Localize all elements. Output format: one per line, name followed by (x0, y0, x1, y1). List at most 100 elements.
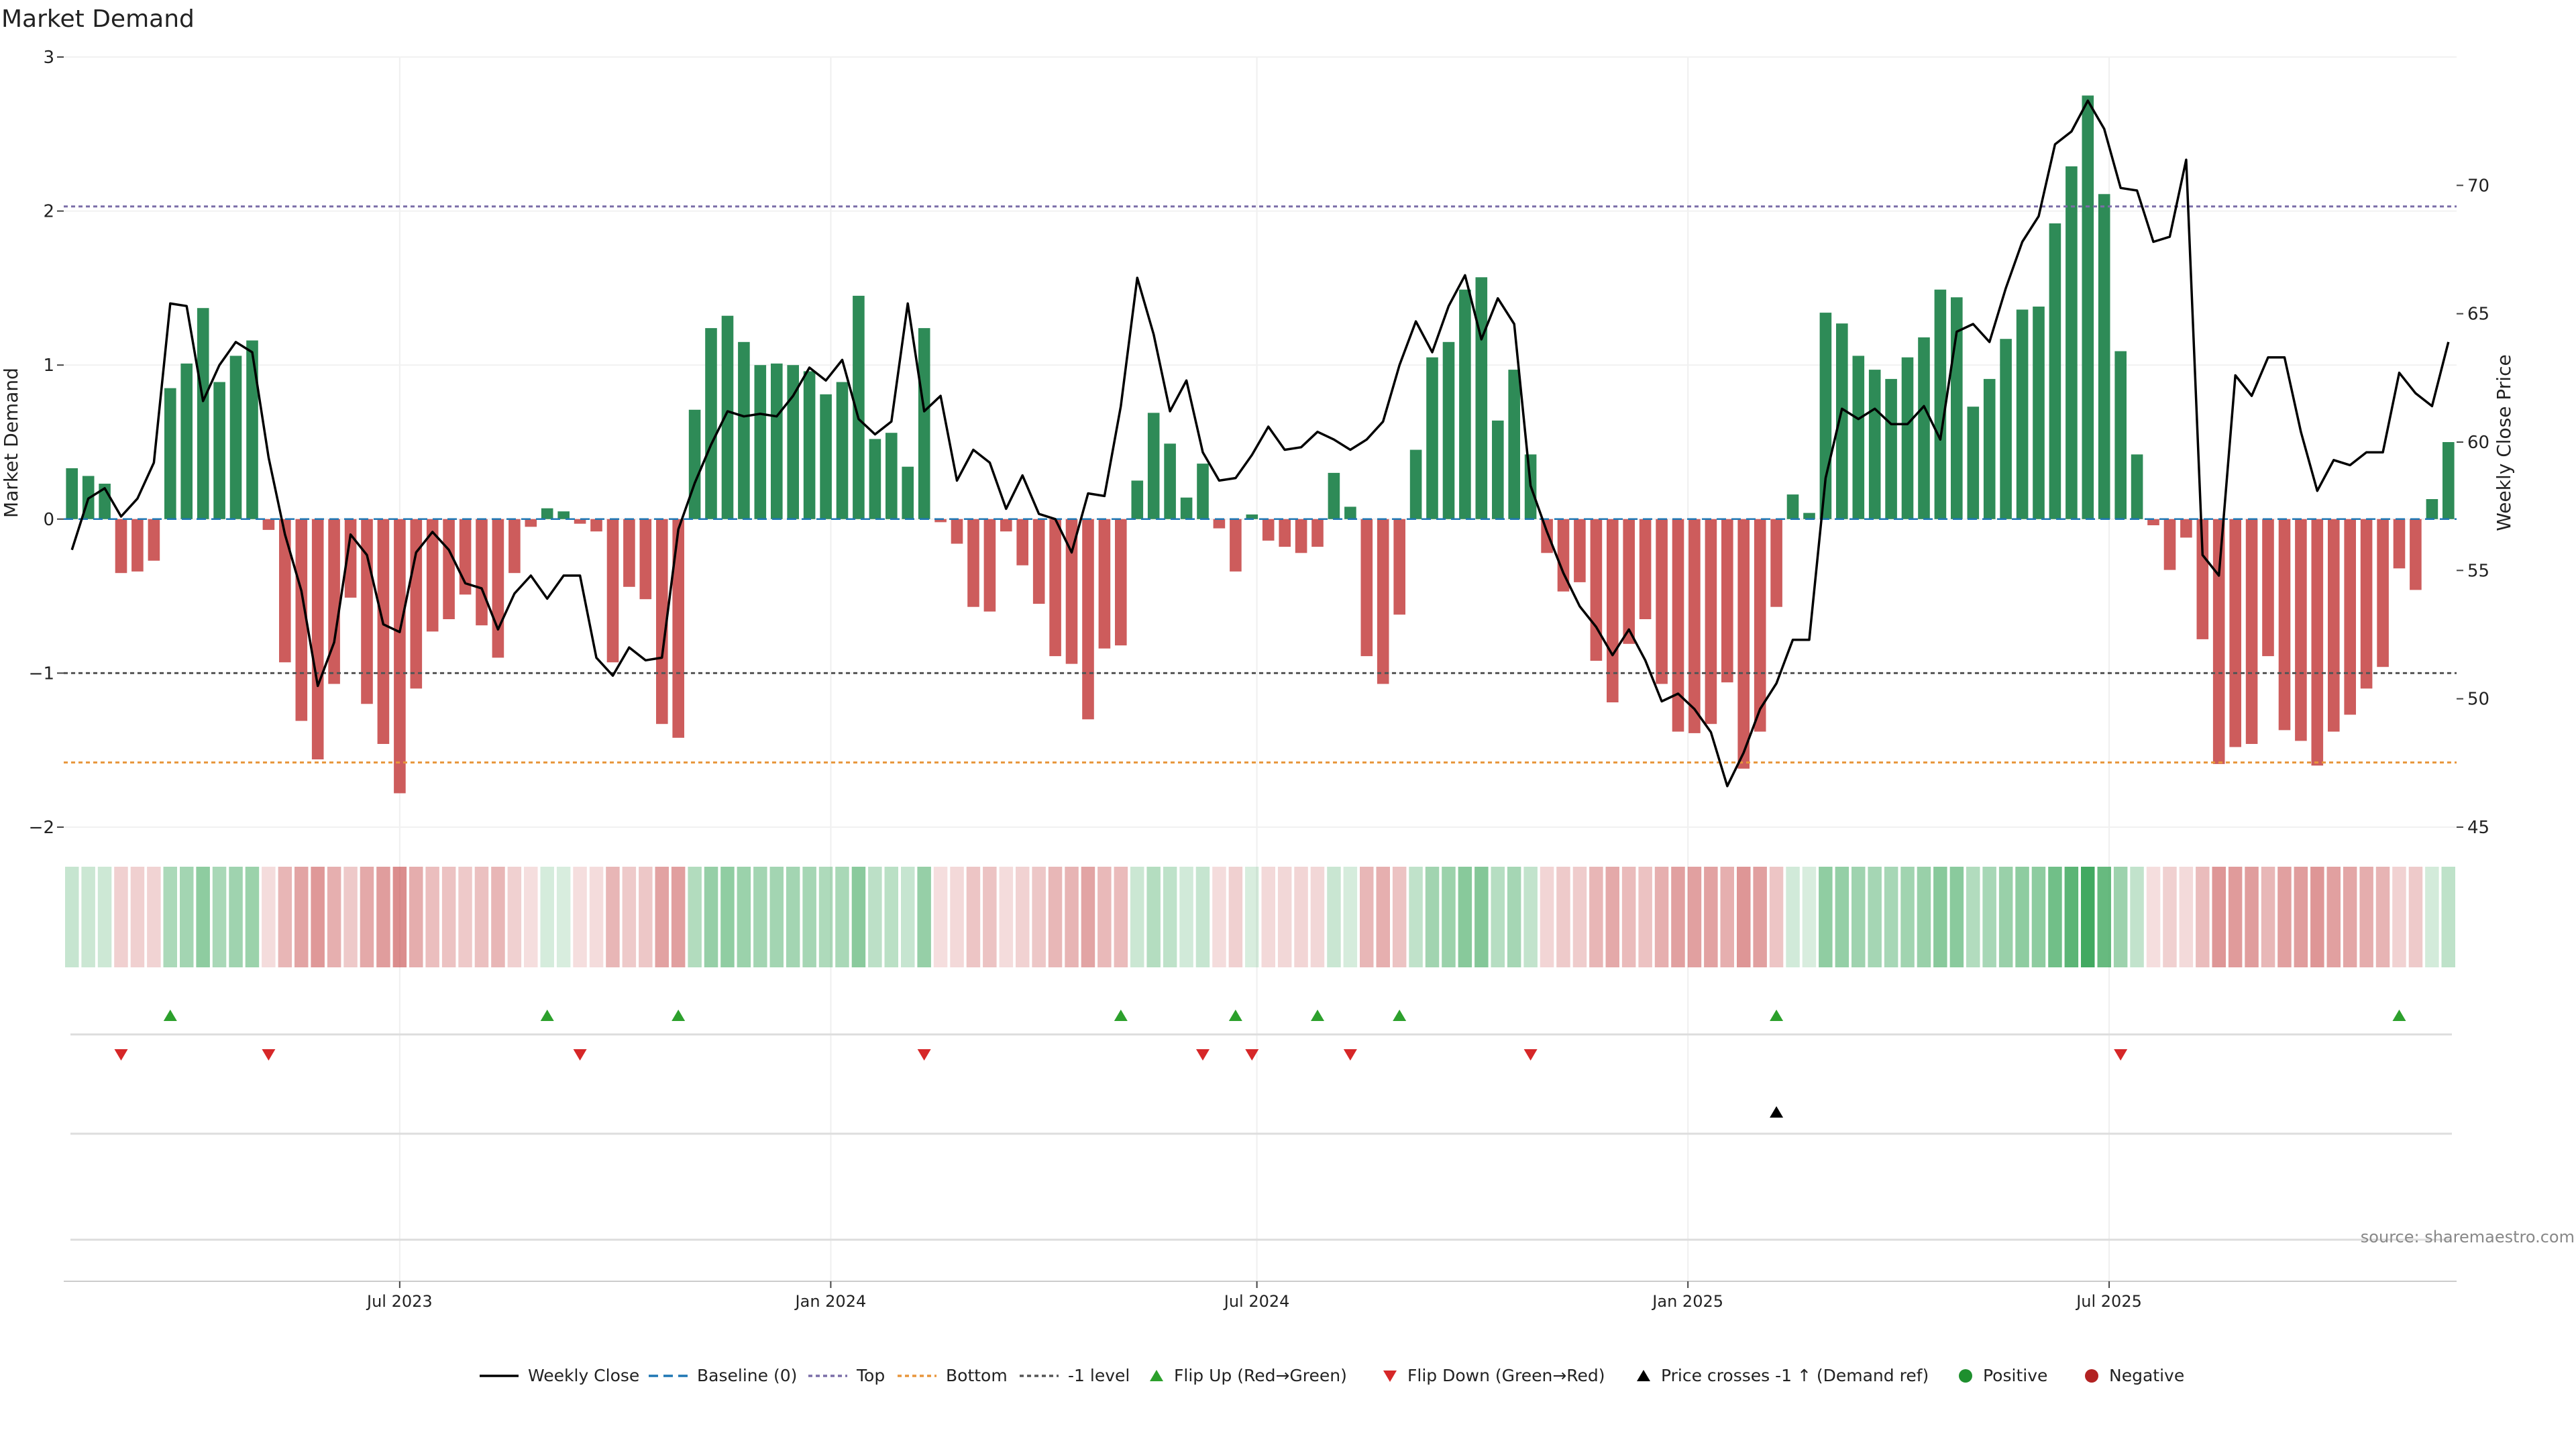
demand-bar (2377, 519, 2389, 667)
heat-cell (2212, 867, 2226, 967)
demand-bar (426, 519, 439, 632)
demand-bar (492, 519, 504, 658)
heat-cell (245, 867, 260, 967)
heat-cell (1572, 867, 1587, 967)
heat-cell (1442, 867, 1456, 967)
demand-bar (279, 519, 291, 663)
flip-up-marker (672, 1010, 686, 1021)
demand-bar (2278, 519, 2291, 731)
heat-cell (1933, 867, 1947, 967)
legend-negative-swatch (2085, 1369, 2098, 1383)
heat-cell (2179, 867, 2194, 967)
demand-bar (131, 519, 144, 572)
demand-bar (262, 519, 275, 530)
heat-cell (2408, 867, 2423, 967)
demand-bar (1983, 378, 1996, 519)
heat-cell (2261, 867, 2275, 967)
y2-axis-label: Weekly Close Price (2493, 354, 2515, 531)
demand-bar (557, 511, 570, 519)
demand-bar (1197, 464, 1209, 519)
heat-cell (425, 867, 439, 967)
demand-bar (1016, 519, 1028, 566)
demand-bar (443, 519, 455, 619)
demand-bar (885, 433, 898, 519)
heat-cell (1819, 867, 1833, 967)
heat-cell (147, 867, 161, 967)
demand-bar (2344, 519, 2356, 715)
x-tick-label: Jan 2024 (794, 1292, 867, 1311)
legend-minus-one-label: -1 level (1068, 1366, 1130, 1385)
demand-bar (820, 394, 832, 519)
demand-bar (1508, 370, 1520, 519)
heat-cell (1081, 867, 1095, 967)
demand-bar (361, 519, 373, 704)
demand-bar (1328, 472, 1340, 519)
demand-bar (738, 341, 750, 519)
heat-cell (1638, 867, 1652, 967)
demand-bar (1557, 519, 1570, 592)
demand-bar (2229, 519, 2241, 747)
demand-bar (1770, 519, 1782, 607)
demand-bar (2328, 519, 2340, 732)
demand-bar (1541, 519, 1553, 553)
heat-cell (966, 867, 981, 967)
source-note: source: sharemaestro.com (2361, 1228, 2575, 1246)
demand-bar (377, 519, 390, 744)
heat-cell (229, 867, 243, 967)
heat-cell (573, 867, 587, 967)
demand-bar (1164, 443, 1176, 519)
heat-cell (114, 867, 128, 967)
legend-price-cross-label: Price crosses -1 ↑ (Demand ref) (1661, 1366, 1929, 1385)
heat-cell (1884, 867, 1898, 967)
y2-tick-label: 55 (2467, 561, 2489, 581)
heat-cell (1966, 867, 1980, 967)
heat-cell (1195, 867, 1210, 967)
heat-cell (343, 867, 358, 967)
heat-cell (655, 867, 669, 967)
legend-flip-up-label: Flip Up (Red→Green) (1174, 1366, 1347, 1385)
demand-bar (623, 519, 635, 587)
flip-down-marker (114, 1049, 128, 1061)
demand-bar (2212, 519, 2225, 764)
heat-cell (1327, 867, 1341, 967)
demand-bar (311, 519, 324, 759)
heat-cell (1146, 867, 1161, 967)
heat-cell (2048, 867, 2062, 967)
heat-cell (1016, 867, 1030, 967)
y2-tick-label: 60 (2467, 433, 2489, 453)
heat-cell (491, 867, 505, 967)
legend-baseline-label: Baseline (0) (697, 1366, 797, 1385)
heat-cell (1949, 867, 1964, 967)
heat-cell (376, 867, 390, 967)
demand-bar (1852, 356, 1865, 519)
demand-bar (2033, 307, 2045, 519)
heat-cell (2228, 867, 2243, 967)
heat-cell (540, 867, 554, 967)
demand-bar (934, 519, 947, 523)
demand-bar (1885, 378, 1897, 519)
demand-bar (639, 519, 652, 600)
flip-down-marker (262, 1049, 276, 1061)
demand-bar (328, 519, 340, 684)
heat-cell (753, 867, 767, 967)
demand-bar (1295, 519, 1307, 553)
legend-flip-down-label: Flip Down (Green→Red) (1407, 1366, 1605, 1385)
demand-bar (2147, 519, 2159, 525)
price-cross-panel (70, 1106, 2452, 1135)
heat-cell (180, 867, 194, 967)
heat-cell (1540, 867, 1554, 967)
heat-cell (2425, 867, 2439, 967)
heat-cell (556, 867, 571, 967)
demand-bar (197, 308, 209, 519)
heat-cell (196, 867, 210, 967)
heat-cell (1998, 867, 2013, 967)
chart-title: Market Demand (1, 5, 195, 33)
demand-bar (1803, 513, 1815, 519)
heat-cell (589, 867, 604, 967)
heat-cell (2392, 867, 2406, 967)
flip-up-marker (163, 1010, 177, 1021)
demand-bar (1737, 519, 1750, 769)
heat-cell (81, 867, 95, 967)
demand-bar (2311, 519, 2324, 766)
